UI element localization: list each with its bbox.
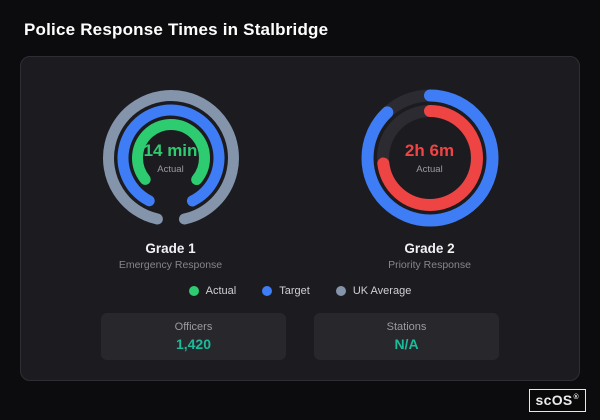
legend-dot-uk-average — [335, 286, 346, 296]
legend-item-target[interactable]: Target — [262, 285, 310, 297]
grade-2-description: Priority Response — [388, 259, 471, 271]
legend-item-actual[interactable]: Actual — [188, 285, 237, 297]
stats-row: Officers 1,420 Stations N/A — [41, 313, 559, 360]
legend-label-actual: Actual — [205, 285, 237, 297]
grade-2-gauge: 2h 6m Actual — [355, 83, 505, 233]
officers-stat-label: Officers — [174, 321, 213, 333]
gauge-grade-2: 2h 6m Actual Grade 2 Priority Response — [313, 83, 546, 271]
stat-value: N/A — [394, 336, 419, 352]
grade-2-label: Grade 2 — [404, 241, 455, 256]
officers-stat: Officers 1,420 — [101, 313, 286, 360]
registered-mark-icon: ® — [573, 394, 579, 402]
legend-dot-actual — [188, 286, 199, 296]
grade-1-gauge: 14 min Actual — [96, 83, 246, 233]
grade-2-gauge-chart — [355, 83, 505, 233]
stations-stat: Stations N/A — [314, 313, 499, 360]
legend-label-uk-average: UK Average — [352, 285, 412, 297]
legend: Actual Target UK Average — [41, 285, 559, 297]
grade-1-gauge-chart — [96, 83, 246, 233]
gauges-row: 14 min Actual Grade 1 Emergency Response… — [41, 83, 559, 271]
legend-label-target: Target — [279, 285, 310, 297]
grade-1-description: Emergency Response — [118, 259, 223, 271]
response-times-card: 14 min Actual Grade 1 Emergency Response… — [20, 56, 580, 381]
stations-stat-label: Stations — [386, 321, 427, 333]
legend-dot-target — [262, 286, 273, 296]
page-title: Police Response Times in Stalbridge — [24, 20, 329, 39]
grade-1-label: Grade 1 — [145, 241, 196, 256]
scos-logo-text: scOS — [535, 392, 573, 408]
stat-value: 1,420 — [175, 336, 212, 352]
gauge-grade-1: 14 min Actual Grade 1 Emergency Response — [54, 83, 287, 271]
dashboard-page: Police Response Times in Stalbridge 14 m… — [20, 20, 580, 381]
scos-logo: scOS® — [528, 389, 586, 412]
legend-item-uk-average[interactable]: UK Average — [335, 285, 412, 297]
